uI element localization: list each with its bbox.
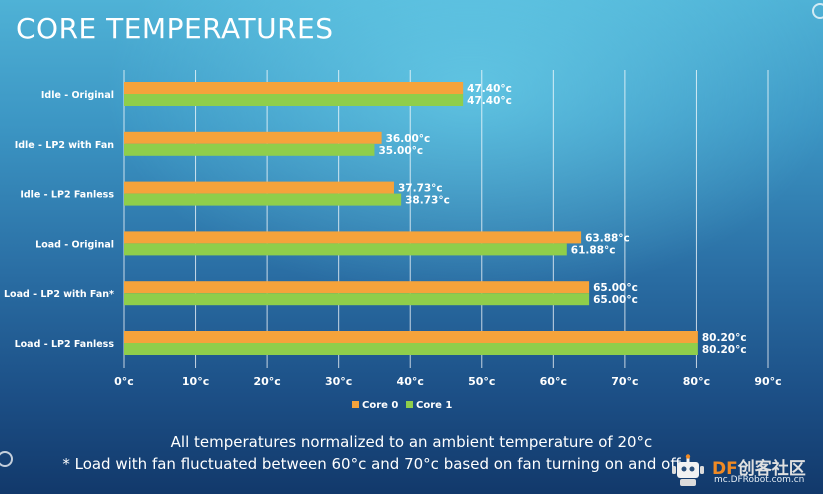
data-label: 35.00°c bbox=[378, 145, 423, 157]
bar-core-0 bbox=[124, 82, 464, 94]
bar-core-1 bbox=[124, 193, 402, 206]
legend-label: Core 0 bbox=[362, 400, 398, 411]
category-label: Load - LP2 Fanless bbox=[15, 339, 115, 350]
x-tick-label: 80°c bbox=[683, 375, 710, 388]
bars bbox=[124, 82, 698, 355]
bar-core-1 bbox=[124, 343, 698, 355]
x-tick-label: 0°c bbox=[114, 375, 134, 388]
data-label: 36.00°c bbox=[386, 133, 431, 145]
slide-title: CORE TEMPERATURES bbox=[16, 12, 334, 45]
data-label: 47.40°c bbox=[467, 83, 512, 95]
data-label: 80.20°c bbox=[702, 344, 747, 356]
corner-ring-top-right-decoration bbox=[812, 3, 823, 19]
grid-lines bbox=[123, 70, 769, 368]
x-tick-label: 10°c bbox=[182, 375, 209, 388]
x-tick-label: 40°c bbox=[397, 375, 424, 388]
category-label: Idle - LP2 with Fan bbox=[15, 140, 115, 151]
footnote-fan-load: * Load with fan fluctuated between 60°c … bbox=[62, 455, 681, 473]
x-tick-label: 90°c bbox=[754, 375, 781, 388]
bar-core-0 bbox=[124, 331, 698, 343]
watermark-site: mc.DFRobot.com.cn bbox=[714, 475, 805, 485]
bar-core-1 bbox=[124, 94, 464, 106]
corner-ring-bottom-left-decoration bbox=[0, 451, 13, 467]
data-label: 65.00°c bbox=[593, 282, 638, 294]
bar-core-0 bbox=[124, 231, 582, 244]
x-tick-label: 50°c bbox=[468, 375, 495, 388]
legend: Core 0 Core 1 bbox=[352, 400, 452, 411]
bar-core-1 bbox=[124, 143, 375, 156]
x-tick-label: 30°c bbox=[325, 375, 352, 388]
data-label: 38.73°c bbox=[405, 195, 450, 207]
robot-logo-icon bbox=[672, 454, 704, 486]
category-label: Idle - Original bbox=[41, 90, 114, 101]
category-label: Load - LP2 with Fan* bbox=[4, 289, 114, 300]
bar-core-0 bbox=[124, 131, 382, 144]
data-label: 47.40°c bbox=[467, 95, 512, 107]
data-label: 61.88°c bbox=[571, 244, 616, 256]
data-labels: 47.40°c47.40°c 36.00°c35.00°c 37.73°c38.73… bbox=[378, 83, 746, 356]
dfrobot-watermark: DF创客社区 mc.DFRobot.com.cn bbox=[668, 452, 818, 490]
data-label: 37.73°c bbox=[398, 183, 443, 195]
bar-core-1 bbox=[124, 293, 590, 306]
category-label: Idle - LP2 Fanless bbox=[20, 190, 114, 201]
x-tick-label: 20°c bbox=[253, 375, 280, 388]
watermark-brand-df: DF bbox=[712, 459, 738, 479]
category-labels: Idle - Original Idle - LP2 with Fan Idle -… bbox=[4, 90, 114, 350]
x-tick-label: 70°c bbox=[611, 375, 638, 388]
x-tick-label: 60°c bbox=[540, 375, 567, 388]
footnote-ambient: All temperatures normalized to an ambien… bbox=[170, 433, 653, 451]
data-label: 63.88°c bbox=[585, 232, 630, 244]
data-label: 65.00°c bbox=[593, 294, 638, 306]
legend-swatch bbox=[352, 401, 359, 408]
watermark-brand: DF创客社区 bbox=[712, 454, 806, 479]
bar-core-0 bbox=[124, 281, 590, 294]
legend-swatch bbox=[406, 401, 413, 408]
bar-core-1 bbox=[124, 243, 567, 256]
data-label: 80.20°c bbox=[702, 332, 747, 344]
x-axis-tick-labels: 0°c 10°c 20°c 30°c 40°c 50°c 60°c 70°c 80°c 90°c bbox=[114, 375, 782, 388]
category-label: Load - Original bbox=[35, 239, 114, 250]
legend-label: Core 1 bbox=[416, 400, 452, 411]
bar-core-0 bbox=[124, 181, 394, 194]
watermark-brand-cn: 创客社区 bbox=[737, 459, 806, 479]
